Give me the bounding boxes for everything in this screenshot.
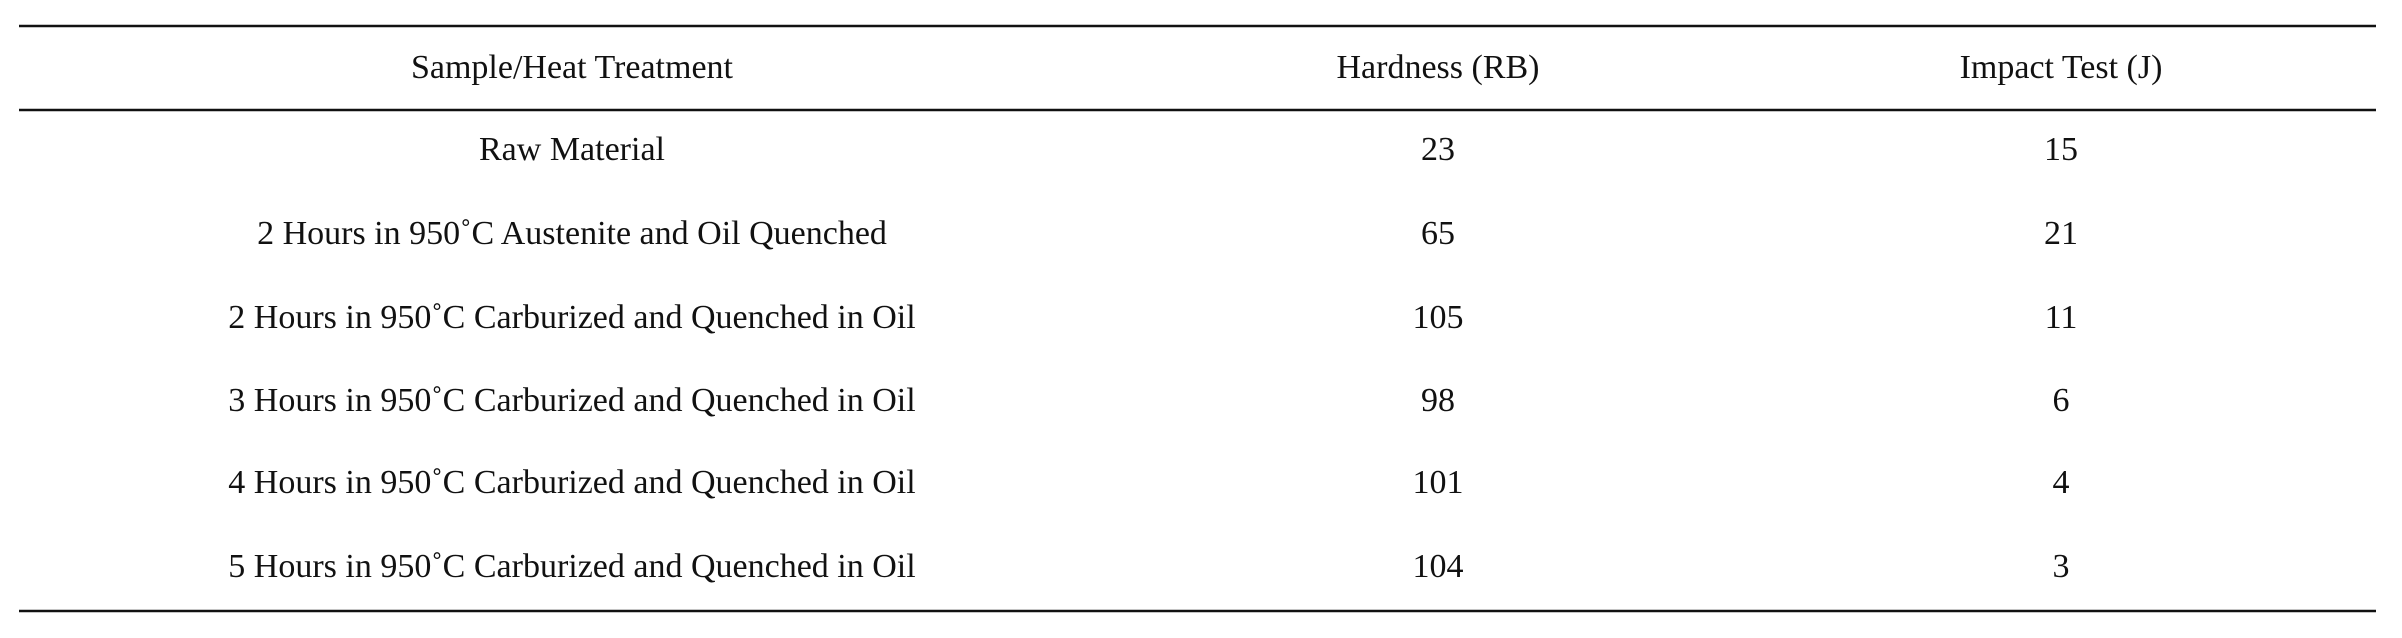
cell: 101 [1413,464,1464,501]
cell: 15 [2044,131,2078,168]
cell: 65 [1421,215,1455,252]
cell: 4 [2053,464,2070,501]
cell: 11 [2045,299,2078,336]
header-cell: Sample/Heat Treatment [411,49,734,86]
cell: 23 [1421,131,1455,168]
cell: 104 [1413,548,1464,585]
cell: Raw Material [479,131,665,168]
cell: 3 [2053,548,2070,585]
cell: 6 [2053,382,2070,419]
cell: 105 [1413,299,1464,336]
header-cell: Hardness (RB) [1336,49,1539,86]
header-cell: Impact Test (J) [1960,49,2163,86]
cell: 98 [1421,382,1455,419]
cell: 5 Hours in 950˚C Carburized and Quenched… [228,548,915,585]
cell: 3 Hours in 950˚C Carburized and Quenched… [228,382,915,419]
cell: 4 Hours in 950˚C Carburized and Quenched… [228,464,915,501]
cell: 2 Hours in 950˚C Carburized and Quenched… [228,299,915,336]
cell: 21 [2044,215,2078,252]
cell: 2 Hours in 950˚C Austenite and Oil Quenc… [257,215,887,252]
